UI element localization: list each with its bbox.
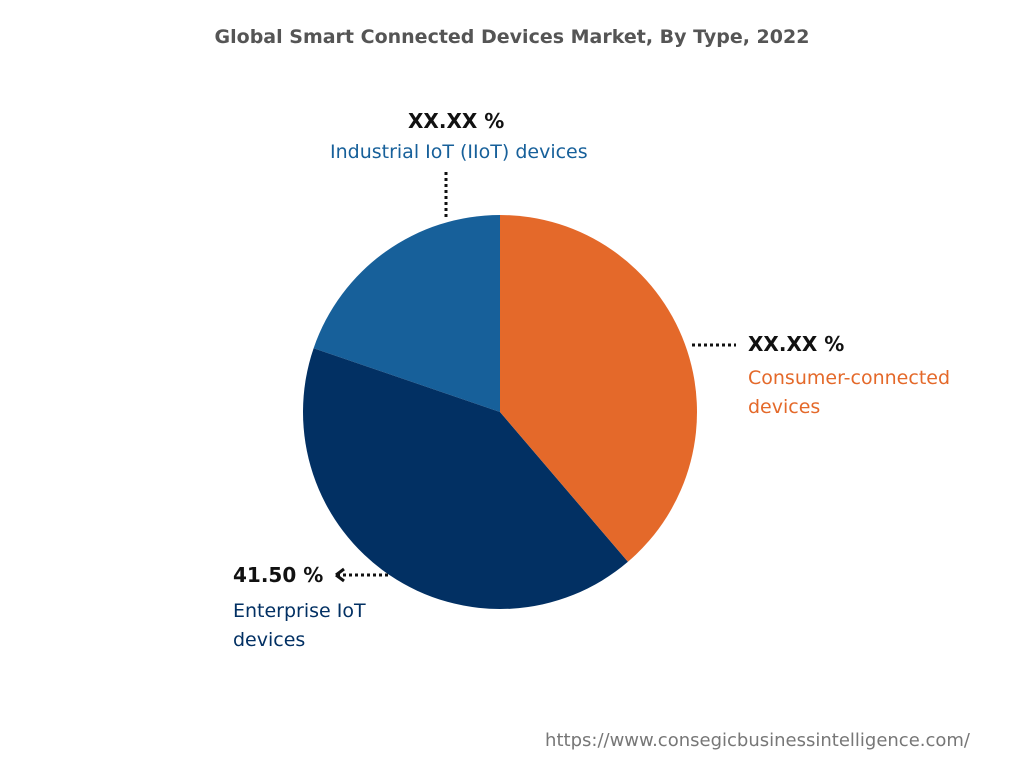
value-label: XX.XX % [748, 332, 845, 356]
value-label: 41.50 % [233, 563, 324, 587]
source-url: https://www.consegicbusinessintelligence… [545, 730, 970, 751]
pie-slice [313, 215, 500, 412]
chart-title: Global Smart Connected Devices Market, B… [214, 26, 810, 48]
value-label: XX.XX % [408, 109, 505, 133]
category-label: Consumer-connected devices [748, 367, 951, 418]
pie-slice [303, 348, 628, 610]
leader-arrow [335, 567, 345, 583]
pie-slice [500, 215, 697, 562]
category-label: Industrial IoT (IIoT) devices [330, 141, 588, 163]
category-label: Enterprise IoT devices [233, 600, 366, 651]
leaders [336, 172, 736, 577]
